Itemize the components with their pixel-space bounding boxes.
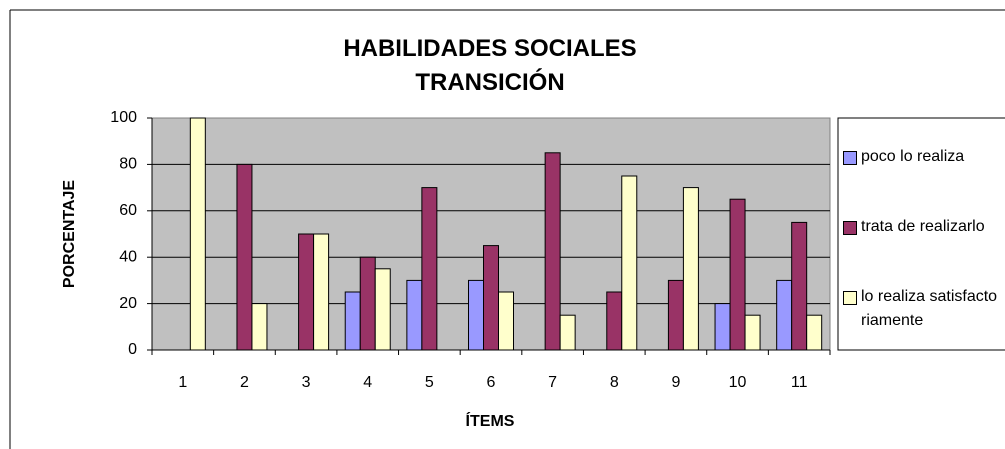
bar bbox=[344, 291, 361, 351]
bar bbox=[483, 245, 499, 351]
chart-title: HABILIDADES SOCIALES TRANSICIÓN bbox=[343, 35, 637, 96]
legend-swatch bbox=[843, 291, 857, 305]
x-tick-label: 4 bbox=[363, 374, 372, 391]
bar bbox=[313, 233, 330, 351]
bar bbox=[251, 303, 268, 351]
y-tick-label: 80 bbox=[119, 156, 137, 173]
bar bbox=[621, 175, 638, 351]
legend-swatch bbox=[843, 221, 857, 235]
bar bbox=[421, 187, 438, 351]
bar bbox=[406, 279, 423, 351]
x-tick-label: 10 bbox=[729, 374, 747, 391]
x-tick-label: 9 bbox=[671, 374, 680, 391]
x-tick-label: 5 bbox=[425, 374, 434, 391]
x-axis-label: ÍTEMS bbox=[466, 411, 515, 430]
legend-box bbox=[837, 117, 1005, 351]
y-tick-label: 40 bbox=[119, 248, 137, 265]
y-tick-label: 100 bbox=[110, 109, 137, 126]
x-tick-label: 1 bbox=[178, 374, 187, 391]
bar bbox=[544, 152, 561, 351]
bar bbox=[374, 268, 391, 351]
bar bbox=[806, 314, 823, 351]
bar bbox=[189, 117, 206, 351]
bar bbox=[714, 303, 731, 351]
bar bbox=[468, 279, 484, 351]
y-tick-label: 20 bbox=[119, 295, 137, 312]
y-tick-label: 0 bbox=[128, 341, 137, 358]
bar bbox=[359, 256, 376, 351]
bar bbox=[776, 279, 793, 351]
bar bbox=[744, 314, 761, 351]
bar bbox=[559, 314, 576, 351]
x-tick-label: 6 bbox=[487, 374, 496, 391]
bar bbox=[498, 291, 514, 351]
legend-label: poco lo realiza bbox=[861, 148, 965, 165]
legend-swatch bbox=[843, 151, 857, 165]
bar bbox=[729, 198, 746, 351]
bar bbox=[606, 291, 623, 351]
bar bbox=[791, 221, 808, 351]
x-tick-label: 8 bbox=[610, 374, 619, 391]
y-axis-label: PORCENTAJE bbox=[61, 180, 78, 288]
bar bbox=[298, 233, 315, 351]
bar bbox=[667, 279, 684, 351]
x-tick-label: 7 bbox=[548, 374, 557, 391]
x-tick-label: 2 bbox=[240, 374, 249, 391]
bar bbox=[236, 163, 253, 351]
y-tick-label: 60 bbox=[119, 202, 137, 219]
x-tick-label: 11 bbox=[791, 374, 808, 391]
legend-label: lo realiza satisfactoriamente bbox=[861, 288, 998, 329]
legend-label: trata de realizarlo bbox=[861, 218, 985, 235]
bar bbox=[682, 187, 699, 351]
x-tick-label: 3 bbox=[302, 374, 311, 391]
